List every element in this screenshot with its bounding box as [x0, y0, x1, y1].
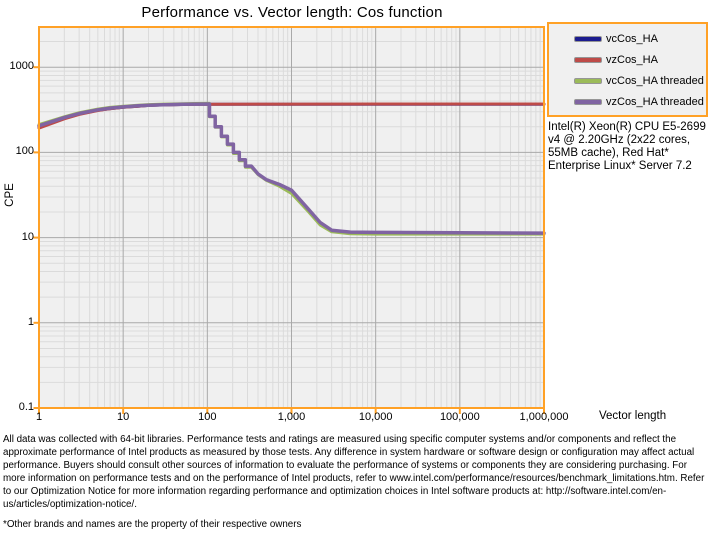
system-info-note: Intel(R) Xeon(R) CPU E5-2699 v4 @ 2.20GH… — [548, 121, 706, 172]
x-axis-title: Vector length — [599, 410, 667, 422]
legend-line-swatch — [575, 78, 601, 83]
legend-line-swatch — [575, 99, 601, 104]
y-tick-label: 100 — [15, 145, 34, 158]
legend: vcCos_HA vzCos_HA vcCos_HA threaded vzCo… — [547, 22, 708, 117]
legend-item: vcCos_HA — [549, 28, 706, 49]
legend-item-label: vcCos_HA threaded — [606, 74, 704, 87]
legend-line-swatch — [575, 36, 601, 41]
legend-item-label: vzCos_HA — [606, 53, 658, 66]
y-tick-label: 1 — [27, 315, 34, 328]
trademark-footnote: *Other brands and names are the property… — [3, 519, 302, 530]
legend-line-swatch — [575, 57, 601, 62]
y-tick-label: 0.1 — [18, 401, 34, 413]
chart-title: Performance vs. Vector length: Cos funct… — [141, 4, 443, 21]
disclaimer-text: All data was collected with 64-bit libra… — [3, 434, 705, 510]
legend-item: vzCos_HA threaded — [549, 91, 706, 112]
plot-area — [33, 26, 546, 414]
y-tick-label: 10 — [21, 230, 34, 243]
legend-item: vcCos_HA threaded — [549, 70, 706, 91]
legend-item-label: vcCos_HA — [606, 32, 658, 45]
legend-item-label: vzCos_HA threaded — [606, 95, 704, 108]
y-tick-label: 1000 — [9, 60, 34, 73]
legend-item: vzCos_HA — [549, 49, 706, 70]
y-axis-title: CPE — [4, 183, 16, 207]
